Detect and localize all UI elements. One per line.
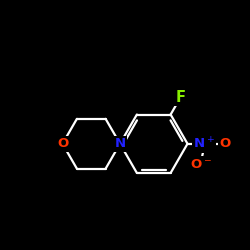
Text: O$^-$: O$^-$ xyxy=(190,158,212,171)
Text: F: F xyxy=(176,90,186,105)
Text: N: N xyxy=(114,137,126,150)
Text: O: O xyxy=(220,137,230,150)
Text: N$^+$: N$^+$ xyxy=(193,136,215,152)
Text: O: O xyxy=(57,137,68,150)
